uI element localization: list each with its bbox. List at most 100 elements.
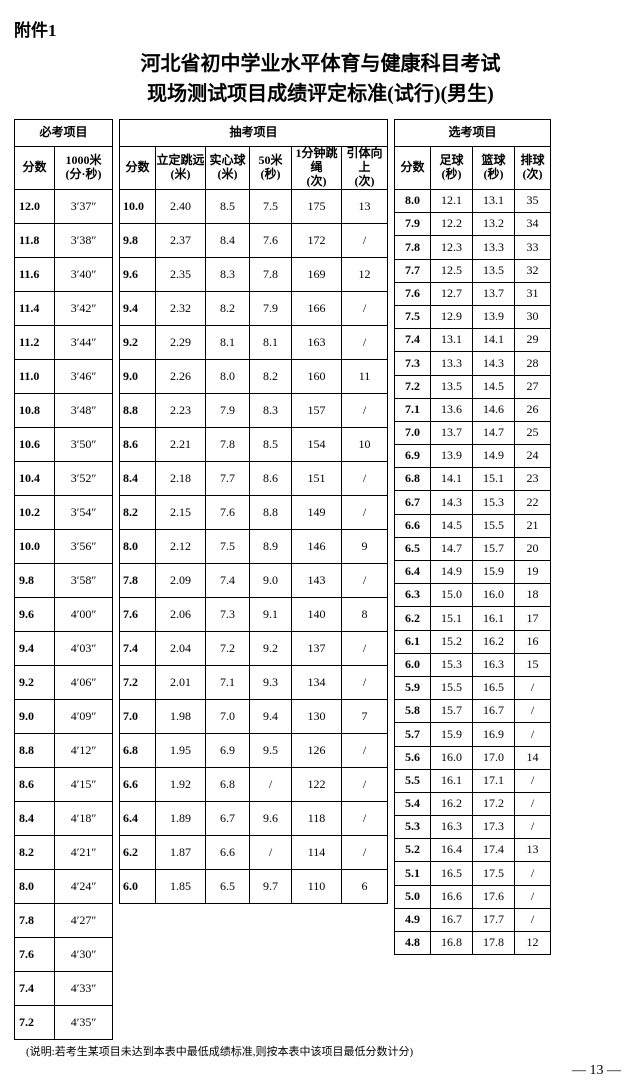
table-cell: 9: [342, 530, 388, 564]
table-row: 5.416.217.2/: [395, 792, 551, 815]
table-cell: 7.2: [206, 632, 250, 666]
table-cell: /: [515, 792, 551, 815]
table-row: 8.62.217.88.515410: [120, 428, 388, 462]
table-cell: 9.4: [15, 632, 55, 666]
table-cell: 7.3: [206, 598, 250, 632]
table-cell: 17: [515, 607, 551, 630]
table-row: 7.44′33″: [15, 972, 113, 1006]
table-cell: 24: [515, 445, 551, 468]
table-cell: 14.9: [473, 445, 515, 468]
table-cell: 3′44″: [55, 326, 113, 360]
table-cell: /: [515, 885, 551, 908]
table-row: 6.01.856.59.71106: [120, 870, 388, 904]
table-cell: 11: [342, 360, 388, 394]
table-cell: 17.2: [473, 792, 515, 815]
table-cell: 2.40: [156, 190, 206, 224]
table-cell: 7.1: [206, 666, 250, 700]
table-row: 7.013.714.725: [395, 421, 551, 444]
table-cell: 9.4: [120, 292, 156, 326]
table-cell: 34: [515, 213, 551, 236]
table-cell: 3′46″: [55, 360, 113, 394]
table-cell: 7.0: [120, 700, 156, 734]
table-cell: 7.3: [395, 352, 431, 375]
table-cell: /: [250, 768, 292, 802]
table-row: 5.216.417.413: [395, 839, 551, 862]
table-cell: 17.4: [473, 839, 515, 862]
table-cell: 15.7: [473, 537, 515, 560]
table-row: 10.02.408.57.517513: [120, 190, 388, 224]
table-cell: 8.1: [250, 326, 292, 360]
table-cell: 6.7: [395, 491, 431, 514]
table-cell: 6.0: [120, 870, 156, 904]
table-cell: 2.35: [156, 258, 206, 292]
table-cell: /: [342, 768, 388, 802]
table-cell: 122: [292, 768, 342, 802]
table-cell: 7.6: [206, 496, 250, 530]
table-cell: 6.4: [120, 802, 156, 836]
table-cell: 3′40″: [55, 258, 113, 292]
table-cell: 7.8: [15, 904, 55, 938]
table-row: 7.84′27″: [15, 904, 113, 938]
table-cell: 15.3: [473, 491, 515, 514]
table-cell: 15.3: [431, 653, 473, 676]
attachment-label: 附件1: [14, 16, 627, 41]
table-cell: 137: [292, 632, 342, 666]
elective-table: 选考项目 分数足球(秒)篮球(秒)排球(次) 8.012.113.1357.91…: [394, 119, 551, 955]
table-cell: 16.3: [473, 653, 515, 676]
table-cell: 9.8: [120, 224, 156, 258]
table-cell: 2.01: [156, 666, 206, 700]
table-cell: 17.1: [473, 769, 515, 792]
table-cell: 13: [515, 839, 551, 862]
table-cell: 16.6: [431, 885, 473, 908]
table-cell: 151: [292, 462, 342, 496]
table-row: 11.03′46″: [15, 360, 113, 394]
elective-group-header: 选考项目: [395, 120, 551, 147]
table-row: 6.41.896.79.6118/: [120, 802, 388, 836]
table-cell: 6.3: [395, 584, 431, 607]
table-cell: 134: [292, 666, 342, 700]
table-cell: 4′18″: [55, 802, 113, 836]
table-row: 5.616.017.014: [395, 746, 551, 769]
table-cell: 2.18: [156, 462, 206, 496]
table-cell: 7.4: [206, 564, 250, 598]
table-cell: 6.7: [206, 802, 250, 836]
table-cell: 4′21″: [55, 836, 113, 870]
mandatory-group-header: 必考项目: [15, 120, 113, 147]
table-cell: 16.0: [473, 584, 515, 607]
table-cell: 146: [292, 530, 342, 564]
table-cell: 9.4: [250, 700, 292, 734]
table-cell: 17.5: [473, 862, 515, 885]
page-title-line1: 河北省初中学业水平体育与健康科目考试: [14, 49, 627, 79]
table-cell: 15.2: [431, 630, 473, 653]
table-cell: /: [342, 734, 388, 768]
table-cell: 16.8: [431, 932, 473, 955]
table-row: 6.61.926.8/122/: [120, 768, 388, 802]
table-cell: 2.37: [156, 224, 206, 258]
table-cell: 12.2: [431, 213, 473, 236]
tables-wrapper: 必考项目 分数1000米(分·秒) 12.03′37″11.83′38″11.6…: [14, 119, 627, 1040]
table-cell: 16.1: [473, 607, 515, 630]
table-row: 9.04′09″: [15, 700, 113, 734]
table-row: 11.43′42″: [15, 292, 113, 326]
table-cell: 12.1: [431, 190, 473, 213]
table-row: 6.215.116.117: [395, 607, 551, 630]
table-cell: 154: [292, 428, 342, 462]
table-cell: 4.8: [395, 932, 431, 955]
table-cell: 7.8: [206, 428, 250, 462]
table-cell: 10.0: [120, 190, 156, 224]
col-header: 分数: [120, 147, 156, 190]
table-cell: 16.0: [431, 746, 473, 769]
table-cell: 15: [515, 653, 551, 676]
table-cell: /: [250, 836, 292, 870]
table-row: 4.916.717.7/: [395, 908, 551, 931]
table-cell: 15.9: [473, 561, 515, 584]
table-cell: 2.21: [156, 428, 206, 462]
table-cell: 15.1: [431, 607, 473, 630]
table-cell: 143: [292, 564, 342, 598]
table-cell: 160: [292, 360, 342, 394]
table-cell: 5.9: [395, 676, 431, 699]
table-cell: 9.6: [120, 258, 156, 292]
col-header: 分数: [15, 147, 55, 190]
table-cell: 13.3: [431, 352, 473, 375]
table-cell: 14.1: [431, 468, 473, 491]
